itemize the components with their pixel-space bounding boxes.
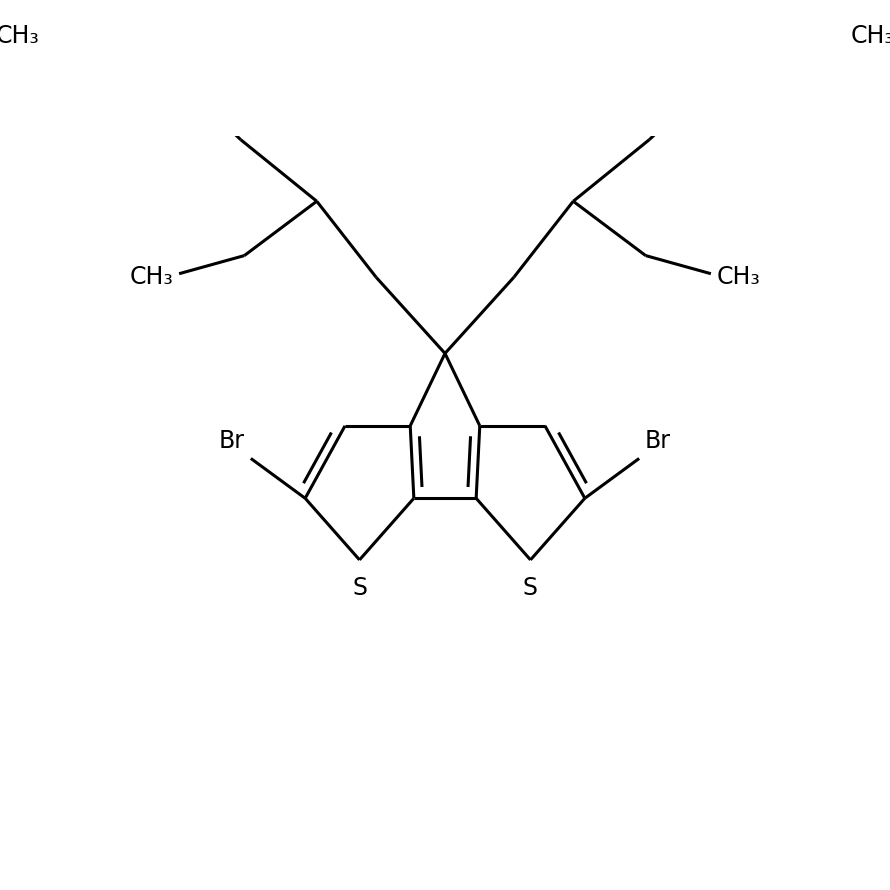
Text: Br: Br — [645, 429, 671, 453]
Text: CH₃: CH₃ — [0, 24, 39, 48]
Text: CH₃: CH₃ — [851, 24, 890, 48]
Text: CH₃: CH₃ — [716, 265, 761, 289]
Text: CH₃: CH₃ — [129, 265, 174, 289]
Text: Br: Br — [219, 429, 245, 453]
Text: S: S — [523, 576, 538, 600]
Text: S: S — [352, 576, 367, 600]
